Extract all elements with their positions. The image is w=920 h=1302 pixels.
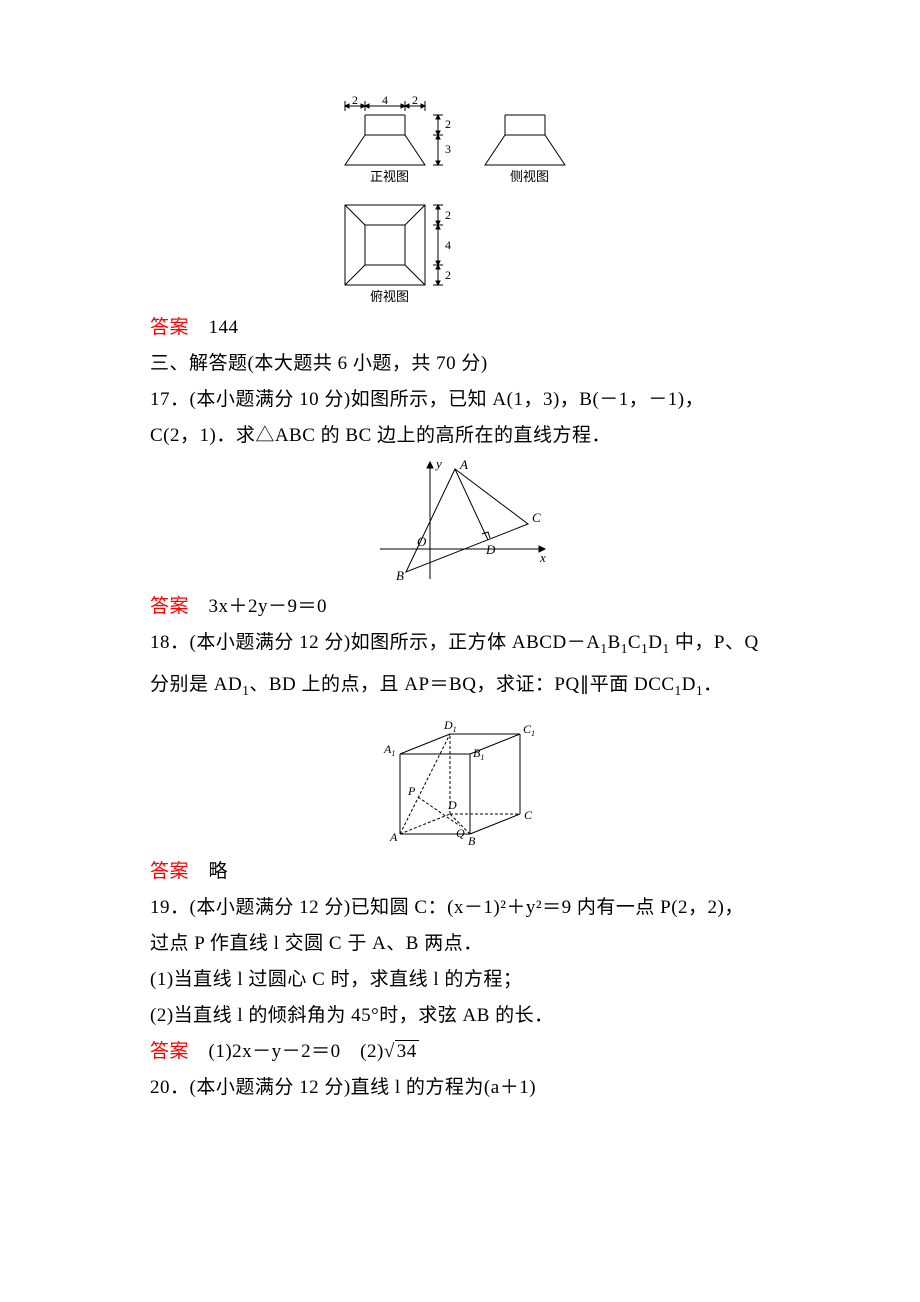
pt-B1: B1	[473, 746, 484, 762]
q18-l2c: D	[682, 674, 696, 695]
sub1: 1	[621, 641, 628, 656]
pt-D: D	[485, 542, 496, 557]
q18-l1a: 18．(本小题满分 12 分)如图所示，正方体 ABCD－A	[150, 632, 600, 653]
pt-D: D	[447, 798, 457, 812]
q18-l2d: ．	[703, 674, 723, 695]
answer-18: 答案 略	[150, 854, 770, 890]
pt-C1: C1	[523, 722, 535, 738]
q18-l1d: D	[648, 632, 662, 653]
pt-B: B	[468, 834, 476, 848]
q18-l2b: 、BD 上的点，且 AP＝BQ，求证：PQ∥平面 DCC	[249, 674, 674, 695]
q18-l1e: 中，P、Q	[670, 632, 759, 653]
sqrt-symbol: √	[384, 1041, 395, 1062]
figure-cube: A B C D A1 B1 C1 D1 P Q	[150, 709, 770, 854]
dim-4: 4	[382, 95, 388, 107]
pt-A: A	[389, 830, 398, 844]
q18-line1: 18．(本小题满分 12 分)如图所示，正方体 ABCD－A1B1C1D1 中，…	[150, 625, 770, 667]
q20-line1: 20．(本小题满分 12 分)直线 l 的方程为(a＋1)	[150, 1070, 770, 1106]
pt-B: B	[396, 568, 404, 583]
q19-line3: (1)当直线 l 过圆心 C 时，求直线 l 的方程；	[150, 962, 770, 998]
q17-line1: 17．(本小题满分 10 分)如图所示，已知 A(1，3)，B(－1，－1)，	[150, 382, 770, 418]
q18-l1b: B	[608, 632, 621, 653]
dim-t4: 4	[445, 238, 451, 252]
pt-A: A	[459, 457, 468, 472]
q17-line2: C(2，1)．求△ABC 的 BC 边上的高所在的直线方程．	[150, 418, 770, 454]
side-view-label: 侧视图	[510, 169, 549, 184]
pt-A1: A1	[383, 742, 395, 758]
sqrt-34: √34	[384, 1034, 419, 1070]
axis-x: x	[539, 550, 546, 565]
dim-2b: 2	[412, 95, 418, 107]
sub1: 1	[675, 683, 682, 698]
dim-2a: 2	[352, 95, 358, 107]
q18-l1c: C	[628, 632, 641, 653]
answer-17-value: 3x＋2y－9＝0	[209, 596, 328, 617]
pt-C: C	[524, 808, 533, 822]
dim-t2a: 2	[445, 208, 451, 222]
section-3-heading: 三、解答题(本大题共 6 小题，共 70 分)	[150, 346, 770, 382]
q18-line2: 分别是 AD1、BD 上的点，且 AP＝BQ，求证：PQ∥平面 DCC1D1．	[150, 667, 770, 709]
answer-16: 答案 144	[150, 310, 770, 346]
axis-y: y	[434, 456, 442, 471]
sub1: 1	[663, 641, 670, 656]
answer-label: 答案	[150, 317, 189, 338]
three-view-svg: 2 4 2 正视图 2 3 侧视图	[335, 95, 585, 305]
answer-19-p1: (1)2x－y－2＝0 (2)	[209, 1041, 384, 1062]
pt-C: C	[532, 510, 541, 525]
answer-label: 答案	[150, 1041, 189, 1062]
triangle-svg: A B C D O x y	[360, 454, 560, 584]
answer-label: 答案	[150, 861, 189, 882]
answer-19: 答案 (1)2x－y－2＝0 (2)√34	[150, 1034, 770, 1071]
figure-three-views: 2 4 2 正视图 2 3 侧视图	[150, 95, 770, 310]
front-view-label: 正视图	[370, 169, 409, 184]
pt-D1: D1	[443, 718, 457, 734]
dim-v3: 3	[445, 142, 451, 156]
q19-line4: (2)当直线 l 的倾斜角为 45°时，求弦 AB 的长．	[150, 998, 770, 1034]
dim-v2: 2	[445, 117, 451, 131]
cube-svg: A B C D A1 B1 C1 D1 P Q	[370, 709, 550, 849]
q18-l2a: 分别是 AD	[150, 674, 242, 695]
q19-line1: 19．(本小题满分 12 分)已知圆 C：(x－1)²＋y²＝9 内有一点 P(…	[150, 890, 770, 926]
answer-18-value: 略	[209, 861, 229, 882]
q19-line2: 过点 P 作直线 l 交圆 C 于 A、B 两点．	[150, 926, 770, 962]
pt-O: O	[417, 534, 427, 549]
pt-P: P	[407, 784, 416, 798]
answer-17: 答案 3x＋2y－9＝0	[150, 589, 770, 625]
sub1: 1	[600, 641, 607, 656]
pt-Q: Q	[456, 826, 465, 840]
figure-triangle-axes: A B C D O x y	[150, 454, 770, 589]
answer-16-value: 144	[209, 317, 239, 338]
answer-label: 答案	[150, 596, 189, 617]
sqrt-value: 34	[395, 1040, 419, 1062]
dim-t2b: 2	[445, 268, 451, 282]
top-view-label: 俯视图	[370, 289, 409, 304]
